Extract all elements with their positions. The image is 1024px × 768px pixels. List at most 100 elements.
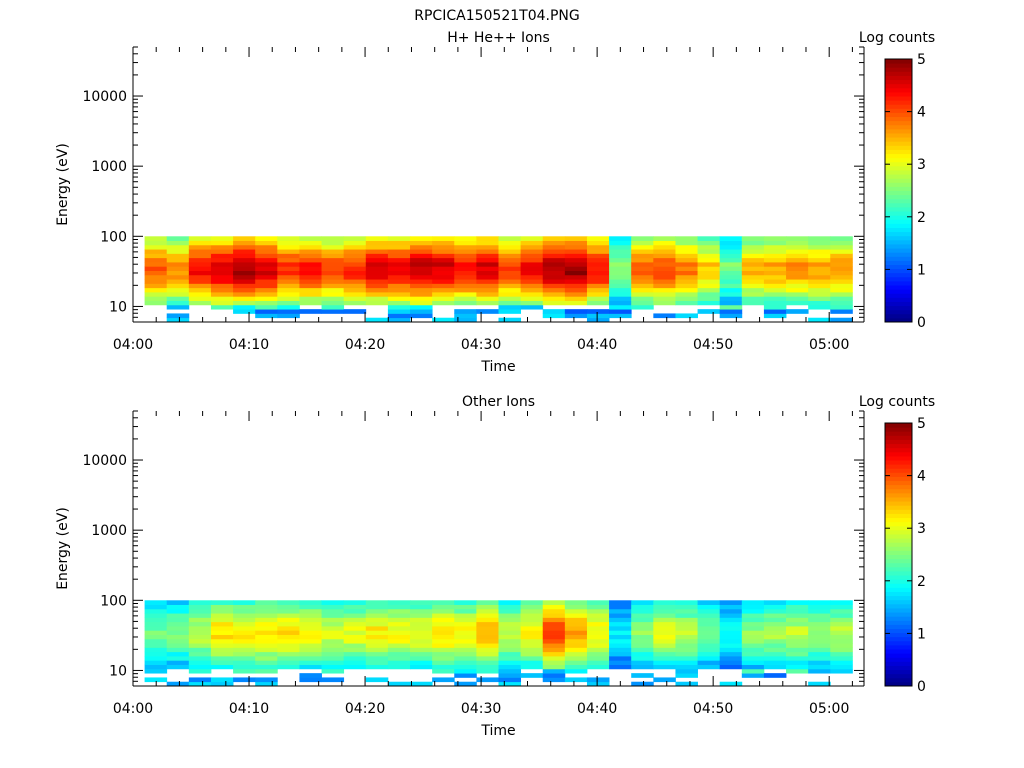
spectrogram-cell — [299, 600, 322, 605]
spectrogram-cell — [476, 253, 499, 259]
spectrogram-cell — [520, 630, 544, 635]
spectrogram-cell — [786, 240, 809, 246]
spectrogram-cell — [210, 604, 234, 610]
spectrogram-cell — [255, 283, 278, 289]
spectrogram-cell — [631, 656, 654, 661]
spectrogram-cell — [609, 283, 632, 289]
spectrogram-cell — [343, 292, 367, 297]
spectrogram-cell — [432, 608, 455, 614]
spectrogram-cell — [542, 656, 566, 661]
spectrogram-cell — [321, 621, 345, 627]
spectrogram — [144, 236, 853, 323]
spectrogram-cell — [188, 287, 212, 293]
spectrogram-cell — [609, 262, 632, 267]
spectrogram-cell — [321, 240, 345, 246]
spectrogram-cell — [365, 296, 389, 301]
spectrogram-cell — [365, 244, 389, 250]
spectrogram-cell — [410, 292, 433, 297]
spectrogram-cell — [188, 257, 212, 263]
spectrogram-cell — [277, 257, 300, 263]
spectrogram-cell — [786, 279, 809, 284]
spectrogram-cell — [255, 677, 278, 683]
spectrogram-cell — [476, 279, 499, 284]
spectrogram-cell — [741, 664, 765, 670]
spectrogram-cell — [233, 309, 256, 314]
spectrogram-cell — [410, 304, 433, 310]
colorbar-segment — [885, 636, 912, 642]
spectrogram-cell — [609, 613, 632, 618]
spectrogram-cell — [188, 279, 212, 284]
spectrogram-cell — [343, 626, 367, 631]
spectrogram-cell — [277, 643, 300, 648]
spectrogram-cell — [763, 249, 787, 254]
spectrogram-cell — [520, 600, 544, 605]
spectrogram-cell — [675, 262, 698, 267]
spectrogram-cell — [188, 236, 212, 241]
spectrogram-cell — [564, 287, 588, 293]
spectrogram-cell — [233, 292, 256, 297]
spectrogram-cell — [697, 643, 721, 648]
spectrogram-cell — [542, 279, 566, 284]
spectrogram-cell — [233, 300, 256, 306]
spectrogram-cell — [476, 608, 499, 614]
spectrogram-cell — [255, 240, 278, 246]
colorbar-segment — [885, 488, 912, 494]
spectrogram-cell — [432, 668, 455, 674]
colorbar-segment — [885, 145, 912, 150]
spectrogram-cell — [498, 613, 522, 618]
spectrogram-cell — [365, 253, 389, 259]
spectrogram-cell — [542, 643, 566, 648]
colorbar-tick-label: 1 — [917, 262, 926, 278]
spectrogram-cell — [653, 617, 676, 623]
spectrogram-cell — [719, 279, 743, 284]
spectrogram-cell — [144, 266, 168, 271]
colorbar-segment — [885, 202, 912, 208]
spectrogram-cell — [498, 236, 522, 241]
spectrogram-cell — [454, 253, 477, 259]
spectrogram-cell — [719, 664, 743, 670]
spectrogram-cell — [166, 266, 190, 271]
spectrogram-cell — [808, 304, 831, 310]
spectrogram-cell — [476, 244, 499, 250]
spectrogram-cell — [786, 253, 809, 259]
spectrogram-cell — [830, 309, 853, 314]
spectrogram-cell — [387, 309, 411, 314]
spectrogram-cell — [719, 270, 743, 276]
spectrogram-cell — [697, 630, 721, 635]
colorbar-segment — [885, 223, 912, 228]
y-tick-label: 100 — [100, 229, 127, 245]
spectrogram-cell — [631, 604, 654, 610]
colorbar-tick-label: 4 — [917, 469, 926, 485]
spectrogram-cell — [697, 613, 721, 618]
colorbar-segment — [885, 484, 912, 490]
spectrogram-cell — [631, 262, 654, 267]
colorbar-segment — [885, 305, 912, 311]
colorbar-tick-label: 1 — [917, 626, 926, 642]
spectrogram-cell — [741, 626, 765, 631]
spectrogram-cell — [343, 283, 367, 289]
spectrogram-cell — [410, 626, 433, 631]
spectrogram-cell — [741, 600, 765, 605]
spectrogram-cell — [432, 647, 455, 653]
spectrogram-cell — [498, 668, 522, 674]
spectrogram-cell — [609, 634, 632, 640]
spectrogram-cell — [763, 621, 787, 627]
spectrogram-cell — [808, 664, 831, 670]
spectrogram-cell — [586, 244, 610, 250]
colorbar-segment — [885, 451, 912, 457]
spectrogram-cell — [387, 266, 411, 271]
x-tick-label: 04:00 — [113, 337, 153, 353]
spectrogram-cell — [741, 236, 765, 241]
spectrogram-cell — [586, 660, 610, 665]
spectrogram-cell — [719, 647, 743, 653]
spectrogram-cell — [188, 613, 212, 618]
spectrogram-cell — [210, 630, 234, 635]
spectrogram-cell — [631, 249, 654, 254]
spectrogram-cell — [741, 647, 765, 653]
spectrogram-cell — [365, 660, 389, 665]
spectrogram-cell — [542, 262, 566, 267]
spectrogram-cell — [210, 626, 234, 631]
spectrogram-cell — [697, 240, 721, 246]
spectrogram-cell — [520, 608, 544, 614]
spectrogram-cell — [542, 240, 566, 246]
